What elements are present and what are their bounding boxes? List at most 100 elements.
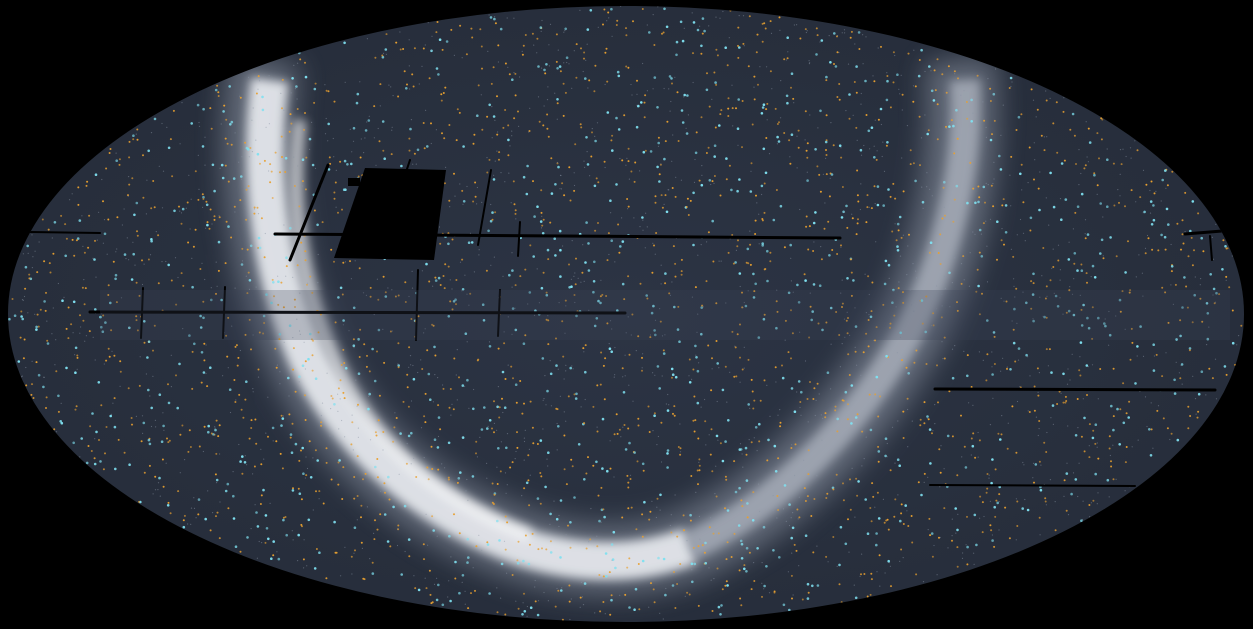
- background-speckle: [1169, 438, 1171, 441]
- source-point: [337, 211, 339, 214]
- source-point: [289, 433, 293, 436]
- source-point: [665, 25, 669, 29]
- background-speckle: [219, 167, 221, 169]
- source-point: [358, 267, 361, 270]
- source-point: [458, 532, 461, 535]
- source-point: [261, 108, 265, 112]
- background-speckle: [947, 547, 949, 549]
- background-speckle: [573, 184, 576, 187]
- source-point: [977, 185, 980, 188]
- source-point: [378, 394, 381, 397]
- background-speckle: [314, 167, 317, 169]
- source-point: [855, 91, 858, 94]
- background-speckle: [423, 332, 425, 334]
- source-point: [330, 395, 333, 397]
- background-speckle: [685, 127, 687, 129]
- source-point: [984, 201, 986, 204]
- source-point: [792, 97, 795, 100]
- source-point: [305, 474, 308, 477]
- background-speckle: [973, 563, 975, 566]
- source-point: [585, 547, 588, 550]
- source-point: [692, 368, 695, 371]
- source-point: [475, 440, 478, 443]
- source-point: [447, 478, 450, 481]
- background-speckle: [582, 70, 584, 73]
- source-point: [1098, 157, 1100, 160]
- source-point: [413, 47, 416, 50]
- source-point: [686, 94, 689, 97]
- source-point: [481, 128, 484, 131]
- source-point: [832, 488, 835, 491]
- background-speckle: [387, 287, 389, 289]
- source-point: [152, 349, 154, 352]
- source-point: [87, 445, 90, 447]
- source-point: [369, 286, 372, 289]
- background-speckle: [188, 174, 190, 176]
- source-point: [425, 262, 428, 266]
- source-point: [1150, 180, 1153, 183]
- source-point: [1136, 149, 1139, 152]
- source-point: [885, 144, 888, 147]
- background-speckle: [574, 272, 576, 274]
- source-point: [299, 58, 302, 61]
- background-speckle: [1080, 172, 1082, 175]
- background-speckle: [385, 53, 387, 55]
- source-point: [628, 353, 631, 356]
- source-point: [423, 558, 425, 561]
- background-speckle: [913, 310, 915, 312]
- background-speckle: [846, 311, 848, 313]
- background-speckle: [1053, 292, 1055, 294]
- source-point: [944, 214, 946, 217]
- source-point: [999, 168, 1003, 171]
- source-point: [744, 304, 748, 308]
- background-speckle: [413, 575, 415, 577]
- background-speckle: [1112, 444, 1114, 446]
- background-speckle: [949, 121, 951, 124]
- background-speckle: [466, 341, 468, 343]
- background-speckle: [804, 360, 807, 362]
- source-point: [838, 583, 841, 586]
- source-point: [248, 318, 251, 321]
- source-point: [1020, 113, 1023, 116]
- source-point: [101, 330, 105, 334]
- source-point: [743, 564, 746, 567]
- source-point: [815, 27, 818, 30]
- background-speckle: [163, 429, 165, 431]
- background-speckle: [665, 403, 668, 405]
- source-point: [892, 182, 895, 185]
- background-speckle: [785, 59, 788, 61]
- source-point: [609, 467, 612, 470]
- background-speckle: [888, 277, 890, 279]
- background-speckle: [21, 375, 23, 377]
- source-point: [437, 416, 441, 419]
- background-speckle: [540, 30, 542, 32]
- background-speckle: [311, 121, 313, 123]
- background-speckle: [872, 75, 874, 77]
- background-speckle: [251, 151, 253, 153]
- background-speckle: [679, 528, 681, 530]
- background-speckle: [442, 384, 444, 386]
- source-point: [604, 357, 607, 360]
- source-point: [462, 145, 465, 148]
- background-speckle: [1063, 495, 1065, 497]
- background-speckle: [711, 368, 713, 370]
- source-point: [132, 134, 135, 137]
- source-point: [687, 214, 690, 216]
- background-speckle: [152, 375, 154, 377]
- source-point: [271, 197, 274, 199]
- source-point: [806, 495, 809, 498]
- source-point: [210, 432, 213, 435]
- background-speckle: [174, 257, 177, 259]
- source-point: [353, 526, 357, 529]
- source-point: [621, 282, 625, 286]
- background-speckle: [669, 110, 671, 112]
- source-point: [22, 357, 25, 360]
- background-speckle: [622, 376, 624, 378]
- source-point: [140, 440, 143, 443]
- source-point: [912, 162, 915, 165]
- background-speckle: [670, 100, 672, 103]
- background-speckle: [922, 207, 924, 209]
- background-speckle: [929, 188, 931, 190]
- source-point: [307, 518, 311, 522]
- source-point: [109, 414, 112, 418]
